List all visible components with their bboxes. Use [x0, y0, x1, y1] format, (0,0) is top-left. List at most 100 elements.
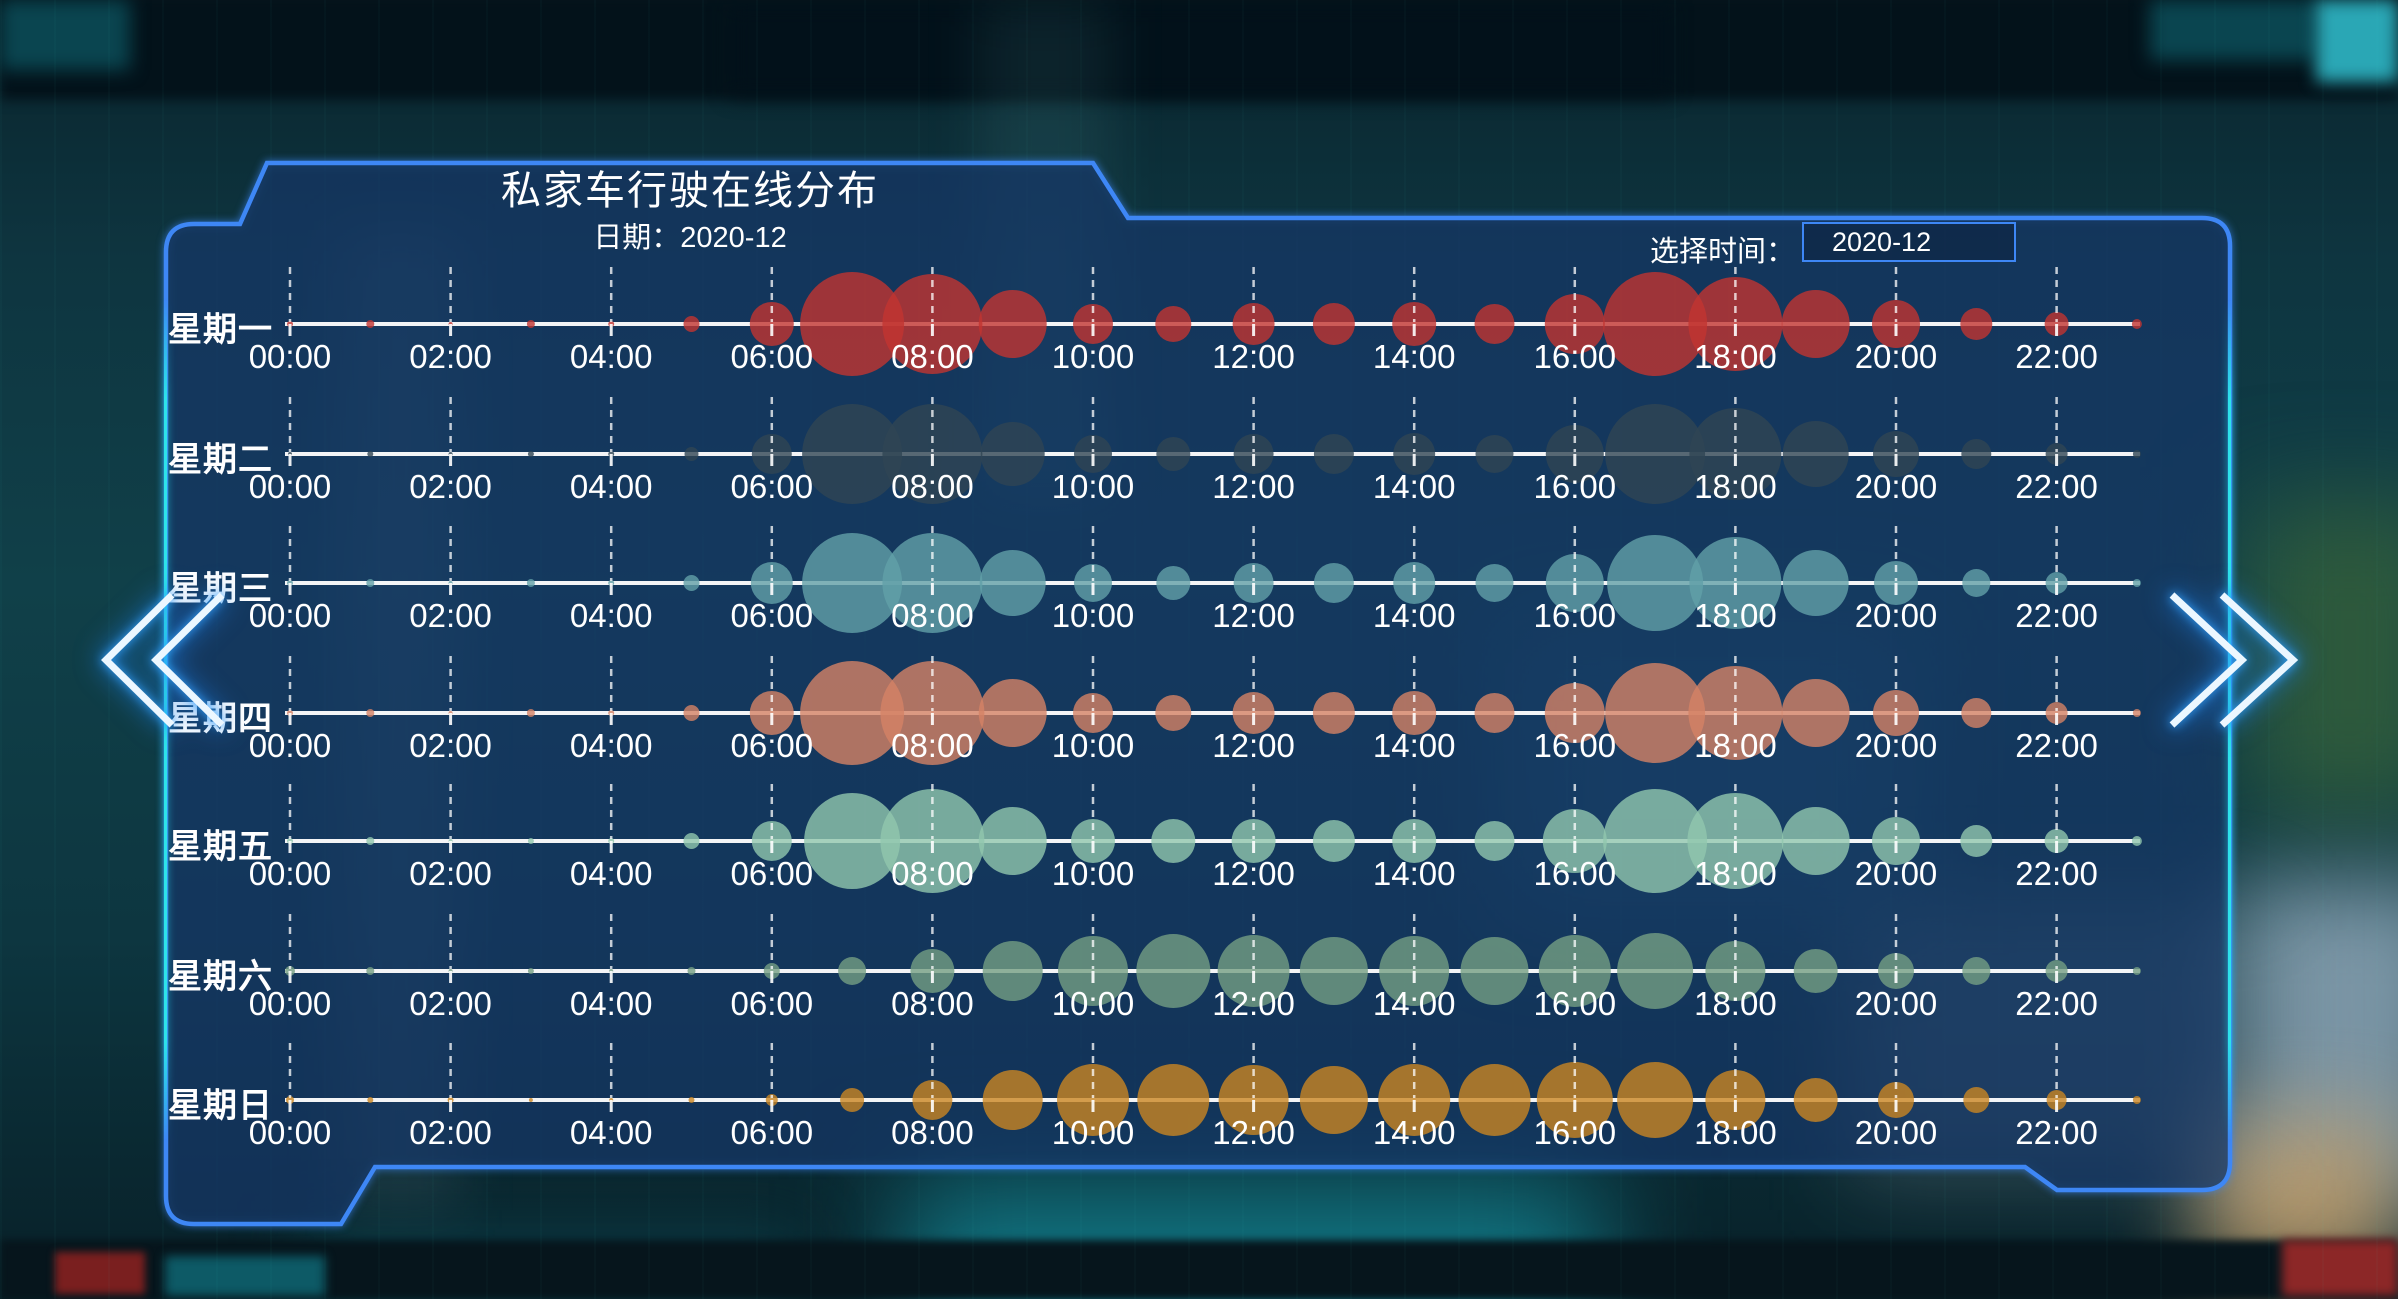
- bubble[interactable]: [1962, 569, 1991, 597]
- axis-tick-label: 16:00: [1533, 855, 1617, 892]
- day-axis-canvas: [285, 267, 2142, 376]
- bubble[interactable]: [1781, 679, 1850, 747]
- bubble[interactable]: [684, 447, 699, 461]
- bubble[interactable]: [367, 451, 374, 457]
- bubble[interactable]: [978, 807, 1047, 875]
- bubble[interactable]: [1603, 789, 1708, 893]
- bubble[interactable]: [1782, 550, 1849, 616]
- bubble[interactable]: [1961, 698, 1992, 728]
- bubble[interactable]: [1156, 566, 1191, 600]
- bubble[interactable]: [978, 679, 1047, 747]
- axis-tick-label: 14:00: [1372, 855, 1456, 892]
- bubble[interactable]: [980, 422, 1045, 486]
- bubble[interactable]: [1136, 934, 1211, 1008]
- bubble[interactable]: [528, 1098, 533, 1102]
- bubble[interactable]: [2132, 1096, 2141, 1104]
- bubble[interactable]: [366, 709, 375, 717]
- axis-tick-label: 10:00: [1051, 338, 1135, 375]
- bubble[interactable]: [1782, 421, 1849, 487]
- bubble[interactable]: [1458, 1064, 1531, 1136]
- bubble[interactable]: [1474, 693, 1515, 733]
- bubble[interactable]: [1312, 303, 1355, 345]
- bubble[interactable]: [1460, 937, 1529, 1005]
- bubble[interactable]: [1617, 933, 1694, 1009]
- bubble[interactable]: [1312, 692, 1355, 734]
- bubble[interactable]: [1962, 957, 1991, 985]
- bubble[interactable]: [526, 709, 535, 717]
- next-page-icon[interactable]: [2150, 580, 2310, 745]
- bubble[interactable]: [1781, 290, 1850, 358]
- bubble[interactable]: [1605, 663, 1706, 763]
- bubble[interactable]: [1475, 435, 1514, 473]
- prev-page-icon[interactable]: [95, 580, 245, 745]
- bubble[interactable]: [2132, 709, 2141, 717]
- bubble[interactable]: [527, 968, 534, 974]
- bubble[interactable]: [1299, 1066, 1368, 1134]
- bubble[interactable]: [527, 838, 534, 844]
- bubble[interactable]: [1617, 1062, 1694, 1138]
- bubble[interactable]: [1781, 807, 1850, 875]
- bubble[interactable]: [804, 793, 901, 889]
- bubble[interactable]: [1151, 819, 1196, 863]
- bubble[interactable]: [366, 320, 375, 328]
- bubble[interactable]: [366, 837, 375, 845]
- bubble[interactable]: [982, 1070, 1043, 1130]
- bubble[interactable]: [2132, 450, 2141, 458]
- bubble[interactable]: [1313, 563, 1354, 603]
- bubble[interactable]: [687, 967, 696, 975]
- bubble[interactable]: [802, 533, 903, 633]
- axis-tick-label: 18:00: [1694, 338, 1777, 375]
- bubble[interactable]: [1155, 695, 1192, 731]
- bubble[interactable]: [1961, 439, 1992, 469]
- bubble[interactable]: [800, 661, 905, 765]
- axis-tick-label: 20:00: [1854, 727, 1938, 764]
- bubble[interactable]: [1475, 564, 1514, 602]
- bubble[interactable]: [366, 967, 375, 975]
- bubble[interactable]: [1960, 308, 1993, 340]
- bubble[interactable]: [1605, 404, 1706, 504]
- bubble[interactable]: [366, 579, 375, 587]
- bubble[interactable]: [1155, 306, 1192, 342]
- bubble[interactable]: [1137, 1064, 1210, 1136]
- axis-tick-label: 22:00: [2015, 727, 2098, 764]
- axis-tick-label: 14:00: [1372, 597, 1456, 634]
- bubble[interactable]: [979, 550, 1046, 616]
- bubble[interactable]: [838, 957, 867, 985]
- bubble[interactable]: [683, 316, 700, 332]
- axis-tick-label: 02:00: [409, 597, 492, 634]
- bubble[interactable]: [1793, 949, 1838, 993]
- bubble[interactable]: [527, 451, 534, 457]
- day-label: 星期五: [168, 828, 273, 866]
- bubble[interactable]: [1603, 272, 1708, 376]
- bubble[interactable]: [1607, 535, 1704, 631]
- bubble[interactable]: [1299, 937, 1368, 1005]
- bubble[interactable]: [1960, 825, 1993, 857]
- axis-tick-label: 06:00: [730, 985, 814, 1022]
- bubble[interactable]: [683, 833, 700, 849]
- time-picker-input[interactable]: [1802, 222, 2016, 262]
- bubble[interactable]: [802, 404, 903, 504]
- bubble[interactable]: [1793, 1078, 1838, 1122]
- bubble[interactable]: [526, 320, 535, 328]
- bubble[interactable]: [1963, 1087, 1990, 1113]
- bubble[interactable]: [2131, 836, 2142, 846]
- bubble[interactable]: [683, 705, 700, 721]
- bubble[interactable]: [2132, 967, 2141, 975]
- bubble[interactable]: [1474, 304, 1515, 344]
- bubble[interactable]: [2132, 579, 2141, 587]
- bubble[interactable]: [1474, 821, 1515, 861]
- bubble[interactable]: [840, 1088, 865, 1112]
- axis-tick-label: 08:00: [891, 338, 974, 375]
- bubble[interactable]: [1313, 434, 1354, 474]
- bubble[interactable]: [978, 290, 1047, 358]
- bubble[interactable]: [2131, 319, 2142, 329]
- bubble[interactable]: [1312, 820, 1355, 862]
- bubble[interactable]: [526, 579, 535, 587]
- bubble[interactable]: [367, 1097, 374, 1103]
- bubble[interactable]: [982, 941, 1043, 1001]
- axis-tick-label: 16:00: [1533, 1114, 1617, 1151]
- bubble[interactable]: [1156, 437, 1191, 471]
- bubble[interactable]: [683, 575, 700, 591]
- bubble[interactable]: [800, 272, 905, 376]
- bubble[interactable]: [688, 1097, 695, 1103]
